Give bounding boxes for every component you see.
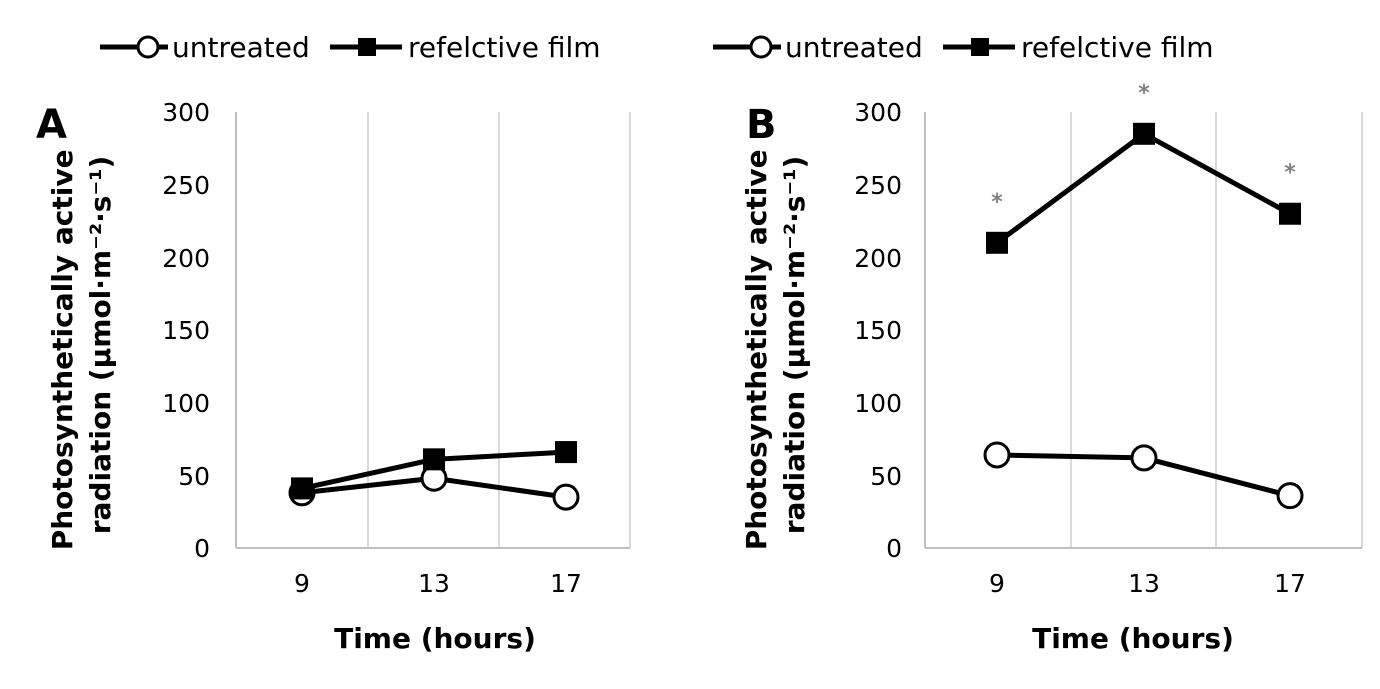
y-tick-b-100: 100 — [854, 389, 902, 418]
x-tick-a-17: 17 — [550, 569, 582, 598]
legend-label-untreated: untreated — [172, 31, 310, 64]
y-tick-a-250: 250 — [162, 171, 210, 200]
series-group-b: * * * — [983, 81, 1304, 510]
y-tick-a-100: 100 — [162, 389, 210, 418]
data-point-b-film-9 — [986, 231, 1008, 254]
y-tick-b-150: 150 — [854, 316, 902, 345]
data-point-a-film-9 — [291, 477, 313, 500]
legend-b: untreated refelctive film — [713, 31, 1214, 64]
y-tick-b-250: 250 — [854, 171, 902, 200]
data-point-b-untreated-9 — [983, 441, 1011, 469]
y-tick-a-0: 0 — [194, 534, 210, 563]
x-tick-b-17: 17 — [1274, 569, 1306, 598]
y-tick-b-0: 0 — [886, 534, 902, 563]
y-tick-b-300: 300 — [854, 98, 902, 127]
x-axis-title-a: Time (hours) — [334, 622, 536, 655]
x-tick-b-9: 9 — [989, 569, 1005, 598]
x-tick-a-13: 13 — [418, 569, 450, 598]
series-group-a — [288, 441, 580, 511]
significance-marker-b-9: * — [991, 190, 1003, 215]
data-point-b-film-17 — [1279, 202, 1301, 225]
legend-a: untreated refelctive film — [100, 31, 601, 64]
legend-label-film: refelctive film — [408, 31, 601, 64]
legend-label-untreated: untreated — [785, 31, 923, 64]
y-tick-b-50: 50 — [870, 462, 902, 491]
y-tick-b-200: 200 — [854, 244, 902, 273]
panel-label-b: B — [746, 102, 777, 148]
y-tick-a-50: 50 — [178, 462, 210, 491]
data-point-b-film-13 — [1133, 122, 1155, 145]
significance-marker-b-13: * — [1138, 81, 1150, 106]
panel-b: untreated refelctive film B Photosynthet… — [713, 31, 1363, 655]
legend-marker-untreated — [136, 35, 160, 59]
x-tick-a-9: 9 — [294, 569, 310, 598]
x-axis-title-b: Time (hours) — [1032, 622, 1234, 655]
data-point-b-untreated-13 — [1130, 444, 1158, 472]
significance-marker-b-17: * — [1284, 161, 1296, 186]
legend-marker-film — [358, 38, 376, 56]
y-axis-title-a: Photosynthetically active radiation (µmo… — [46, 140, 117, 551]
legend-marker-film — [971, 38, 989, 56]
y-tick-a-300: 300 — [162, 98, 210, 127]
y-tick-a-200: 200 — [162, 244, 210, 273]
panel-a: untreated refelctive film A Photosynthet… — [36, 31, 631, 655]
data-point-a-film-17 — [555, 441, 577, 464]
data-point-b-untreated-17 — [1276, 482, 1304, 510]
x-tick-b-13: 13 — [1128, 569, 1160, 598]
series-line-b-film — [995, 131, 1292, 245]
y-axis-title-b: Photosynthetically active radiation (µmo… — [740, 140, 811, 551]
panel-label-a: A — [36, 102, 67, 148]
legend-label-film: refelctive film — [1021, 31, 1214, 64]
data-point-a-film-13 — [423, 448, 445, 471]
data-point-a-untreated-17 — [552, 483, 580, 511]
legend-marker-untreated — [749, 35, 773, 59]
y-tick-a-150: 150 — [162, 316, 210, 345]
